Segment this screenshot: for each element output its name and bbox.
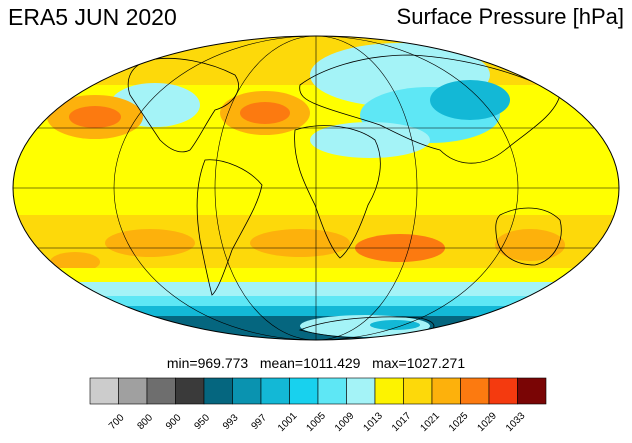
colorbar-swatch <box>517 377 547 405</box>
max-label: max= <box>372 355 407 371</box>
colorbar-swatch <box>374 377 404 405</box>
colorbar-swatch <box>203 377 233 405</box>
colorbar-swatch <box>118 377 148 405</box>
mean-label: mean= <box>259 355 304 371</box>
colorbar-swatch <box>488 377 518 405</box>
azores-high-core <box>240 102 290 124</box>
colorbar-tick-label: 1001 <box>276 410 300 434</box>
north-pacific-high-core <box>69 106 121 128</box>
map-title: ERA5 JUN 2020 <box>8 4 177 30</box>
south-america-outline <box>196 159 263 296</box>
colorbar-tick-label: 700 <box>107 412 127 432</box>
colorbar-tick-label: 1005 <box>304 410 328 434</box>
variable-title: Surface Pressure [hPa] <box>396 4 624 29</box>
colorbar-swatch <box>346 377 376 405</box>
graticule <box>13 36 619 340</box>
colorbar-swatch <box>146 377 176 405</box>
map-border <box>12 35 620 341</box>
colorbar-swatch <box>175 377 205 405</box>
meridian-60 <box>214 36 418 340</box>
australia-outline <box>495 207 562 266</box>
field-statistics: min=969.773 mean=1011.429 max=1027.271 <box>0 355 632 371</box>
colorbar-swatch <box>260 377 290 405</box>
south-pacific-high <box>105 229 195 257</box>
colorbar-tick-label: 1013 <box>361 410 385 434</box>
meridian-120 <box>113 36 519 340</box>
africa-outline <box>294 125 381 259</box>
australian-high <box>495 229 565 261</box>
colorbar-tick-label: 800 <box>135 412 155 432</box>
colorbar-tick-label: 993 <box>221 412 241 432</box>
colorbar-swatch <box>317 377 347 405</box>
max-value: 1027.271 <box>406 355 466 371</box>
colorbar-tick-label: 997 <box>249 412 269 432</box>
south-atlantic-high <box>250 229 350 257</box>
mean-value: 1011.429 <box>303 355 361 371</box>
colorbar-swatch <box>89 377 119 405</box>
tibet-low <box>430 80 510 120</box>
colorbar-swatch <box>431 377 461 405</box>
colorbar-tick-label: 1021 <box>418 410 442 434</box>
colorbar-swatch <box>460 377 490 405</box>
colorbar-tick-label: 950 <box>192 412 212 432</box>
eurasia-outline <box>299 54 561 164</box>
colorbar-tick-label: 900 <box>164 412 184 432</box>
colorbar-swatch <box>289 377 319 405</box>
colorbar-swatch <box>232 377 262 405</box>
colorbar-tick-label: 1009 <box>333 410 357 434</box>
colorbar-swatch <box>403 377 433 405</box>
east-pacific-high <box>50 252 100 272</box>
saharan-low <box>310 122 430 158</box>
north-america-outline <box>127 57 239 153</box>
min-value: 969.773 <box>197 355 249 371</box>
colorbar-tick-label: 1017 <box>390 410 414 434</box>
colorbar-tick-label: 1033 <box>504 410 528 434</box>
colorbar-tick-label: 1029 <box>475 410 499 434</box>
colorbar-tick-label: 1025 <box>447 410 471 434</box>
antarctica-plateau <box>370 320 420 330</box>
antarctica-outline <box>298 316 435 339</box>
coastlines <box>127 54 562 339</box>
min-label: min= <box>166 355 198 371</box>
